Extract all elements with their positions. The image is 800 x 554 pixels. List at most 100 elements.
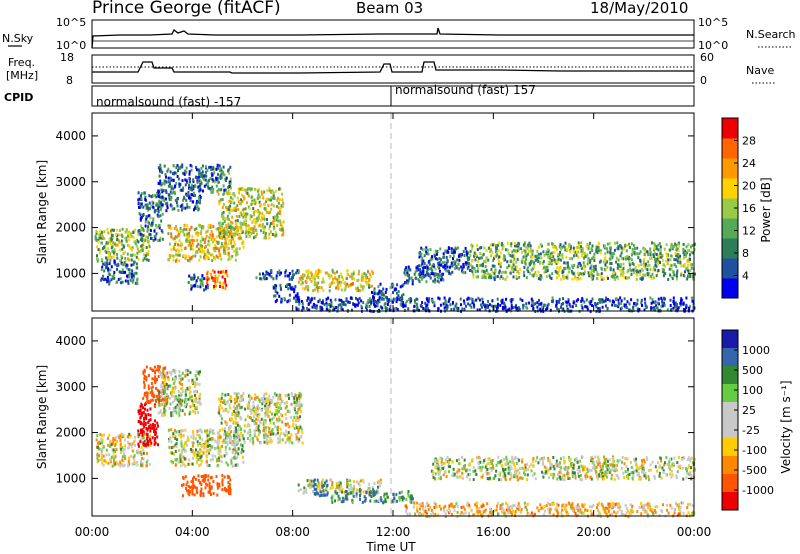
scatter-cell: [212, 188, 215, 191]
scatter-cell: [150, 398, 153, 402]
scatter-cell: [148, 227, 151, 231]
scatter-cell: [209, 234, 212, 238]
scatter-cell: [366, 282, 368, 286]
scatter-cell: [196, 453, 199, 457]
scatter-cell: [653, 252, 656, 256]
scatter-cell: [401, 294, 403, 298]
scatter-cell: [577, 255, 580, 259]
scatter-cell: [181, 390, 184, 393]
scatter-cell: [173, 371, 176, 375]
scatter-cell: [450, 250, 453, 254]
scatter-cell: [259, 204, 262, 208]
scatter-cell: [173, 390, 176, 394]
scatter-cell: [218, 411, 221, 415]
scatter-cell: [620, 299, 623, 303]
scatter-cell: [558, 269, 561, 273]
scatter-cell: [184, 464, 187, 468]
scatter-cell: [593, 269, 595, 273]
scatter-cell: [673, 273, 676, 277]
scatter-cell: [194, 393, 196, 397]
scatter-cell: [340, 307, 343, 311]
scatter-cell: [173, 408, 176, 412]
scatter-cell: [267, 204, 270, 208]
scatter-cell: [174, 436, 177, 440]
scatter-cell: [321, 280, 323, 284]
scatter-cell: [438, 266, 441, 270]
scatter-cell: [488, 246, 491, 250]
scatter-cell: [236, 204, 239, 208]
scatter-cell: [235, 225, 238, 229]
scatter-cell: [177, 234, 180, 238]
scatter-cell: [433, 272, 436, 276]
scatter-cell: [247, 194, 250, 198]
scatter-cell: [418, 264, 421, 268]
scatter-cell: [221, 205, 224, 209]
scatter-cell: [233, 206, 236, 210]
scatter-cell: [288, 298, 291, 302]
scatter-cell: [196, 180, 199, 184]
scatter-cell: [147, 384, 150, 388]
scatter-cell: [170, 232, 173, 236]
scatter-cell: [590, 269, 593, 273]
scatter-cell: [179, 453, 182, 457]
scatter-cell: [238, 233, 241, 237]
scatter-cell: [133, 275, 136, 279]
scatter-cell: [588, 300, 591, 304]
scatter-cell: [651, 298, 654, 302]
scatter-cell: [226, 442, 229, 446]
scatter-cell: [214, 180, 217, 184]
scatter-cell: [212, 179, 215, 183]
scatter-cell: [219, 450, 222, 454]
scatter-cell: [157, 166, 160, 170]
scatter-cell: [140, 446, 143, 449]
scatter-cell: [301, 300, 303, 303]
scatter-cell: [526, 247, 529, 251]
scatter-cell: [481, 264, 484, 268]
scatter-cell: [112, 273, 115, 277]
scatter-cell: [141, 233, 144, 237]
scatter-cell: [164, 385, 166, 389]
scatter-cell: [357, 278, 360, 282]
scatter-cell: [349, 275, 352, 279]
scatter-cell: [136, 463, 139, 467]
scatter-cell: [313, 274, 316, 278]
scatter-cell: [186, 369, 189, 373]
scatter-cell: [140, 194, 142, 198]
scatter-cell: [649, 257, 651, 260]
scatter-cell: [313, 288, 316, 292]
scatter-cell: [275, 232, 277, 236]
scatter-cell: [474, 253, 477, 257]
scatter-cell: [175, 430, 178, 434]
scatter-cell: [313, 305, 316, 309]
scatter-cell: [668, 267, 671, 271]
scatter-cell: [142, 253, 145, 257]
scatter-cell: [180, 387, 182, 391]
scatter-cell: [439, 274, 442, 278]
scatter-cell: [137, 409, 140, 413]
scatter-cell: [636, 302, 639, 306]
scatter-cell: [231, 237, 234, 241]
scatter-cell: [241, 448, 244, 452]
scatter-cell: [267, 408, 270, 412]
scatter-cell: [414, 270, 417, 274]
scatter-cell: [120, 271, 123, 274]
scatter-cell: [225, 422, 228, 426]
scatter-cell: [310, 298, 313, 301]
scatter-cell: [560, 277, 563, 281]
scatter-cell: [279, 432, 282, 436]
scatter-cell: [682, 273, 685, 277]
scatter-cell: [328, 276, 331, 280]
scatter-cell: [669, 304, 672, 307]
scatter-cell: [206, 437, 209, 441]
scatter-cell: [689, 275, 692, 278]
date-title: 18/May/2010: [590, 0, 688, 17]
scatter-cell: [242, 245, 245, 249]
scatter-cell: [611, 255, 614, 259]
scatter-cell: [434, 278, 437, 282]
scatter-cell: [175, 445, 178, 448]
scatter-cell: [625, 257, 627, 261]
scatter-cell: [158, 398, 161, 402]
scatter-cell: [119, 281, 122, 285]
scatter-cell: [177, 169, 179, 173]
scatter-cell: [119, 277, 122, 281]
